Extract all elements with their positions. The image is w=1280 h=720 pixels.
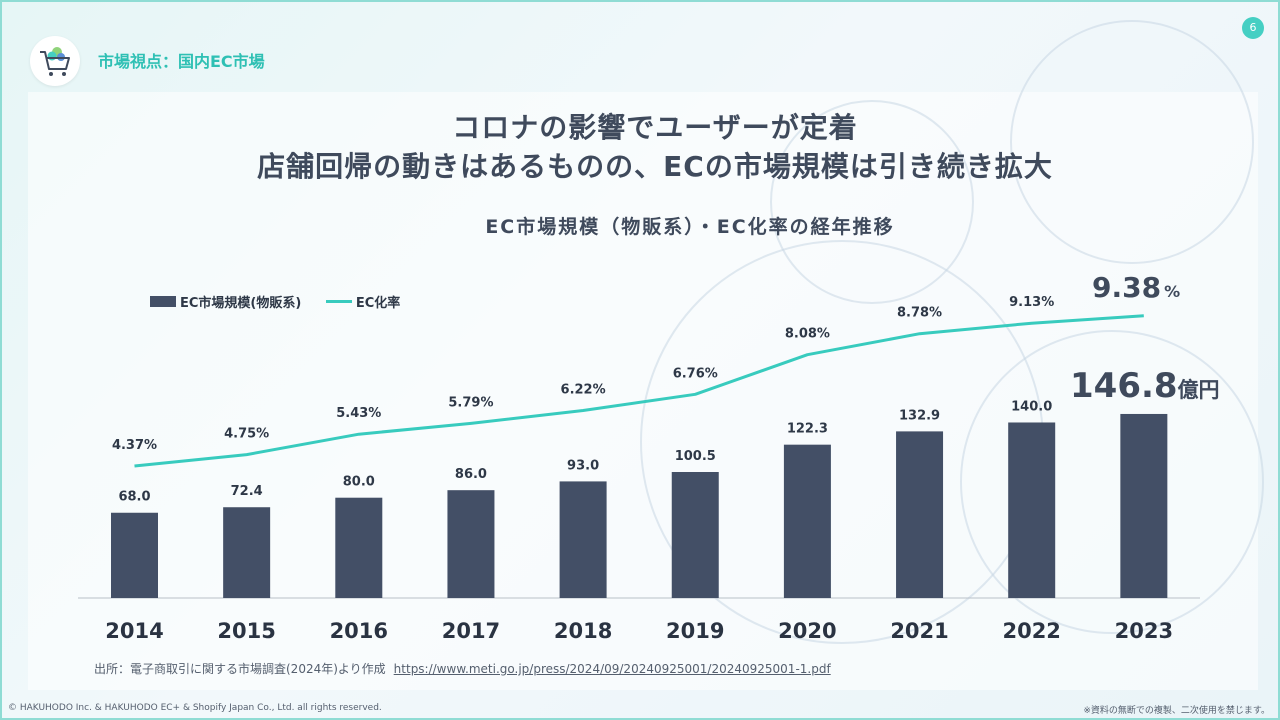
source-note: 出所：電子商取引に関する市場調査(2024年)より作成 https://www.m… (94, 660, 831, 677)
rate-value-label: 6.76% (673, 366, 718, 381)
bar-value-label: 100.5 (675, 449, 716, 464)
x-tick-label: 2019 (666, 619, 724, 643)
bar-value-label: 132.9 (899, 408, 940, 423)
x-tick-label: 2022 (1002, 619, 1060, 643)
source-text: 出所：電子商取引に関する市場調査(2024年)より作成 (94, 662, 386, 676)
bar-2018 (559, 481, 607, 598)
usage-notice: ※資料の無断での複製、二次使用を禁じます。 (1083, 706, 1270, 716)
rate-value-label-highlight: 9.38% (1092, 271, 1180, 304)
decorative-circle (770, 100, 974, 304)
rate-value-label: 4.75% (224, 427, 269, 442)
decorative-circle (960, 330, 1264, 634)
bar-value-label: 140.0 (1011, 399, 1052, 414)
rate-value-label: 9.13% (1009, 295, 1054, 310)
rate-value-label: 8.08% (785, 327, 830, 342)
rate-value-label: 5.79% (448, 395, 493, 410)
x-tick-label: 2017 (442, 619, 500, 643)
source-link[interactable]: https://www.meti.go.jp/press/2024/09/202… (393, 662, 831, 676)
x-tick-label: 2020 (778, 619, 836, 643)
legend-line-label: EC化率 (355, 296, 401, 311)
bar-value-label: 93.0 (567, 458, 599, 473)
x-tick-label: 2016 (330, 619, 388, 643)
bar-2017 (447, 490, 495, 598)
shopping-cart-icon (30, 36, 80, 86)
bar-value-label: 80.0 (343, 475, 375, 490)
bar-2023 (1120, 413, 1168, 598)
rate-value-label: 5.43% (336, 406, 381, 421)
bar-value-label: 68.0 (118, 490, 150, 505)
x-tick-label: 2015 (217, 619, 275, 643)
rate-value-label: 4.37% (112, 438, 157, 453)
bar-value-label: 72.4 (231, 484, 263, 499)
rate-value-label: 8.78% (897, 306, 942, 321)
bar-2016 (335, 497, 383, 598)
bar-2019 (671, 472, 719, 598)
bar-2014 (111, 512, 158, 598)
copyright-text: © HAKUHODO Inc. & HAKUHODO EC+ & Shopify… (8, 703, 382, 713)
bar-value-label: 86.0 (455, 467, 487, 482)
legend-line-swatch (325, 300, 352, 303)
x-tick-label: 2014 (105, 619, 163, 643)
x-tick-label: 2018 (554, 619, 612, 643)
ec-rate-line (134, 314, 1144, 468)
section-title: 市場視点：国内EC市場 (98, 52, 265, 71)
chart-legend: EC市場規模(物販系) EC化率 (150, 292, 400, 311)
bar-2015 (223, 507, 271, 598)
rate-value-label: 6.22% (561, 383, 606, 398)
bar-2021 (896, 431, 944, 598)
x-tick-label: 2021 (890, 619, 948, 643)
bar-2020 (783, 444, 831, 598)
page-number: 6 (1242, 17, 1264, 39)
headline-line-2: 店舗回帰の動きはあるものの、ECの市場規模は引き続き拡大 (257, 150, 1053, 183)
bar-value-label: 122.3 (787, 422, 828, 437)
headline-line-1: コロナの影響でユーザーが定着 (452, 111, 858, 144)
bar-2022 (1008, 422, 1056, 598)
decorative-circle (1010, 20, 1254, 264)
legend-bar-swatch (150, 296, 176, 307)
chart-title: EC市場規模（物販系）・EC化率の経年推移 (485, 216, 895, 238)
legend-bar-label: EC市場規模(物販系) (180, 296, 302, 311)
x-tick-label: 2023 (1115, 619, 1173, 643)
bar-value-label-highlight: 146.8億円 (1070, 366, 1220, 406)
